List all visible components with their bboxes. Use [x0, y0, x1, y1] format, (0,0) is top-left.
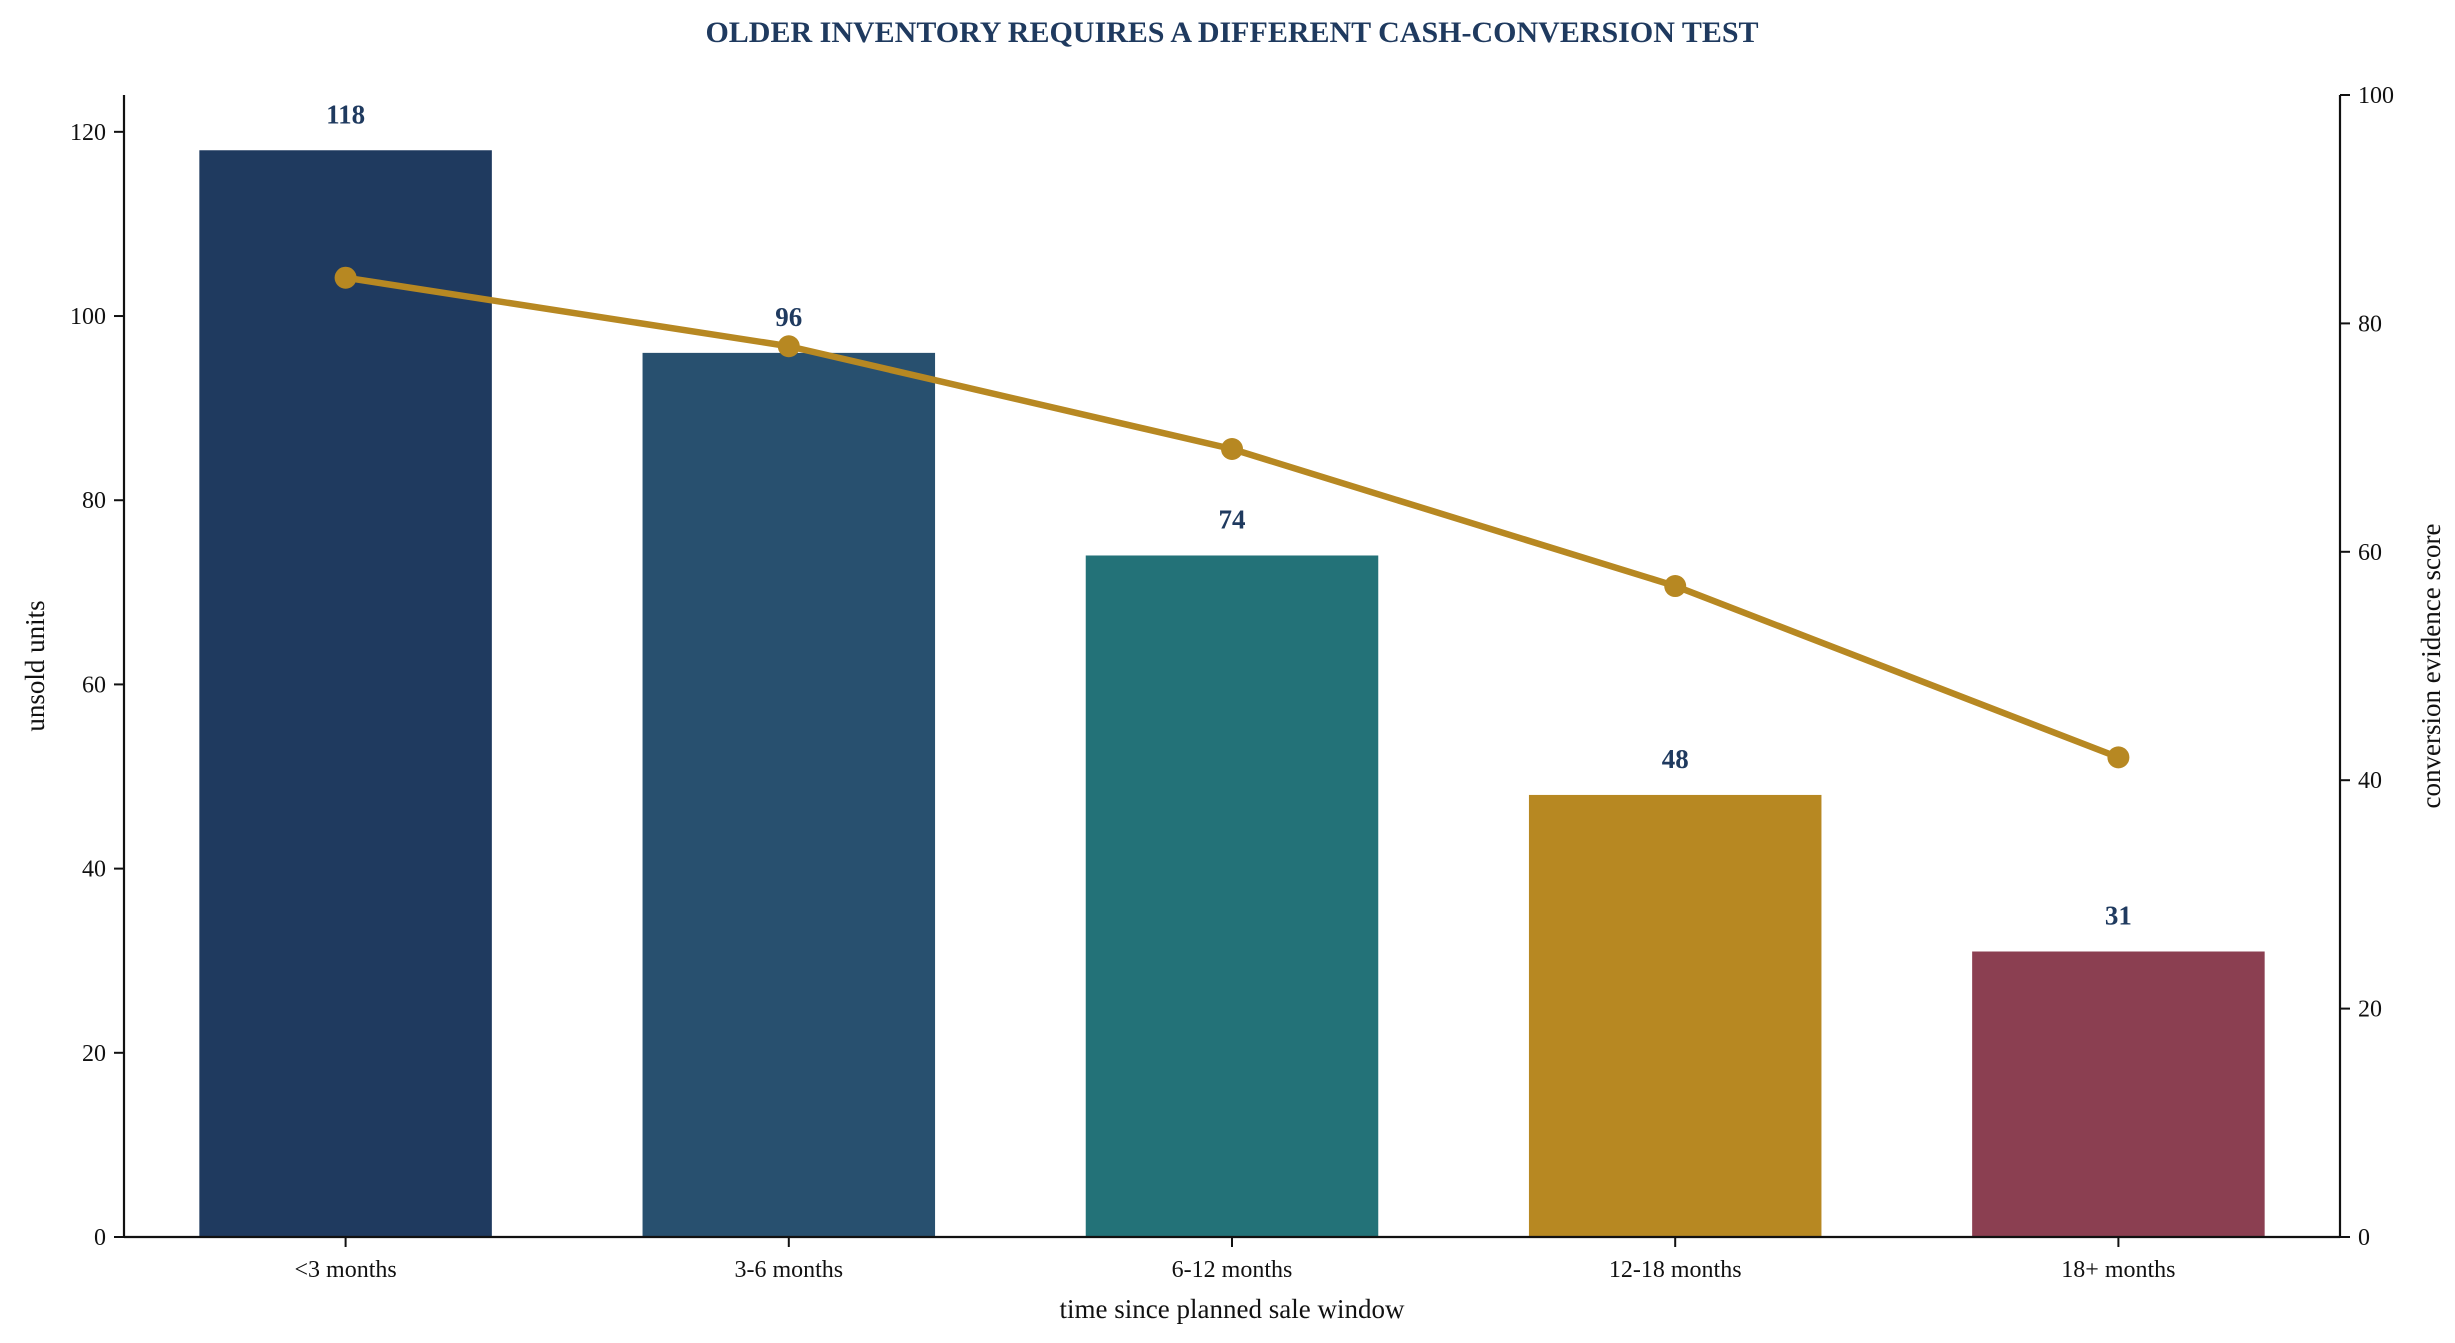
- bar-value-label: 74: [1219, 504, 1246, 534]
- chart-title: OLDER INVENTORY REQUIRES A DIFFERENT CAS…: [705, 16, 1758, 49]
- evidence-score-point: [777, 335, 800, 358]
- x-axis-title: time since planned sale window: [1060, 1294, 1405, 1324]
- y2-tick-label: 20: [2358, 997, 2382, 1023]
- y2-tick-label: 60: [2358, 540, 2382, 566]
- bar-value-label: 31: [2105, 901, 2132, 931]
- bar-2: [642, 352, 936, 1237]
- y2-tick-label: 80: [2358, 311, 2382, 337]
- evidence-score-point: [1221, 438, 1243, 461]
- y-ticks-right: 0 20 40 60 80 100: [2340, 83, 2394, 1251]
- x-tick-label: 18+ months: [2061, 1257, 2175, 1283]
- x-tick-label: 3-6 months: [734, 1257, 843, 1283]
- evidence-score-point: [1664, 575, 1687, 598]
- y2-tick-label: 100: [2358, 83, 2394, 109]
- x-tick-label: 12-18 months: [1609, 1257, 1742, 1283]
- bar-value-label: 96: [775, 302, 802, 332]
- bar-4: [1528, 794, 1822, 1237]
- x-ticks: <3 months 3-6 months 6-12 months 12-18 mont…: [294, 1237, 2176, 1283]
- bar-5: [1972, 951, 2265, 1237]
- y2-tick-label: 0: [2358, 1225, 2370, 1251]
- y-ticks-left: 0 20 40 60 80 100 120: [70, 120, 124, 1251]
- y2-tick-label: 40: [2358, 768, 2382, 794]
- x-tick-label: 6-12 months: [1172, 1257, 1293, 1283]
- y-tick-label: 120: [70, 120, 106, 146]
- bar-group: 118 96 74 48 31: [199, 99, 2265, 1238]
- y-axis-title: unsold units: [20, 600, 50, 731]
- y-tick-label: 60: [82, 672, 106, 698]
- bar-value-label: 118: [326, 99, 365, 129]
- y-tick-label: 20: [82, 1041, 106, 1067]
- line-series: [334, 266, 2130, 769]
- bar-3: [1085, 555, 1379, 1237]
- y2-axis-title: conversion evidence score: [2416, 524, 2446, 809]
- y-tick-label: 80: [82, 488, 106, 514]
- y-tick-label: 100: [70, 304, 106, 330]
- evidence-score-point: [2107, 746, 2130, 769]
- evidence-score-point: [334, 266, 357, 289]
- y-tick-label: 0: [94, 1225, 106, 1251]
- y-tick-label: 40: [82, 857, 106, 883]
- bar-1: [199, 150, 492, 1238]
- bar-value-label: 48: [1662, 744, 1689, 774]
- x-tick-label: <3 months: [294, 1257, 396, 1283]
